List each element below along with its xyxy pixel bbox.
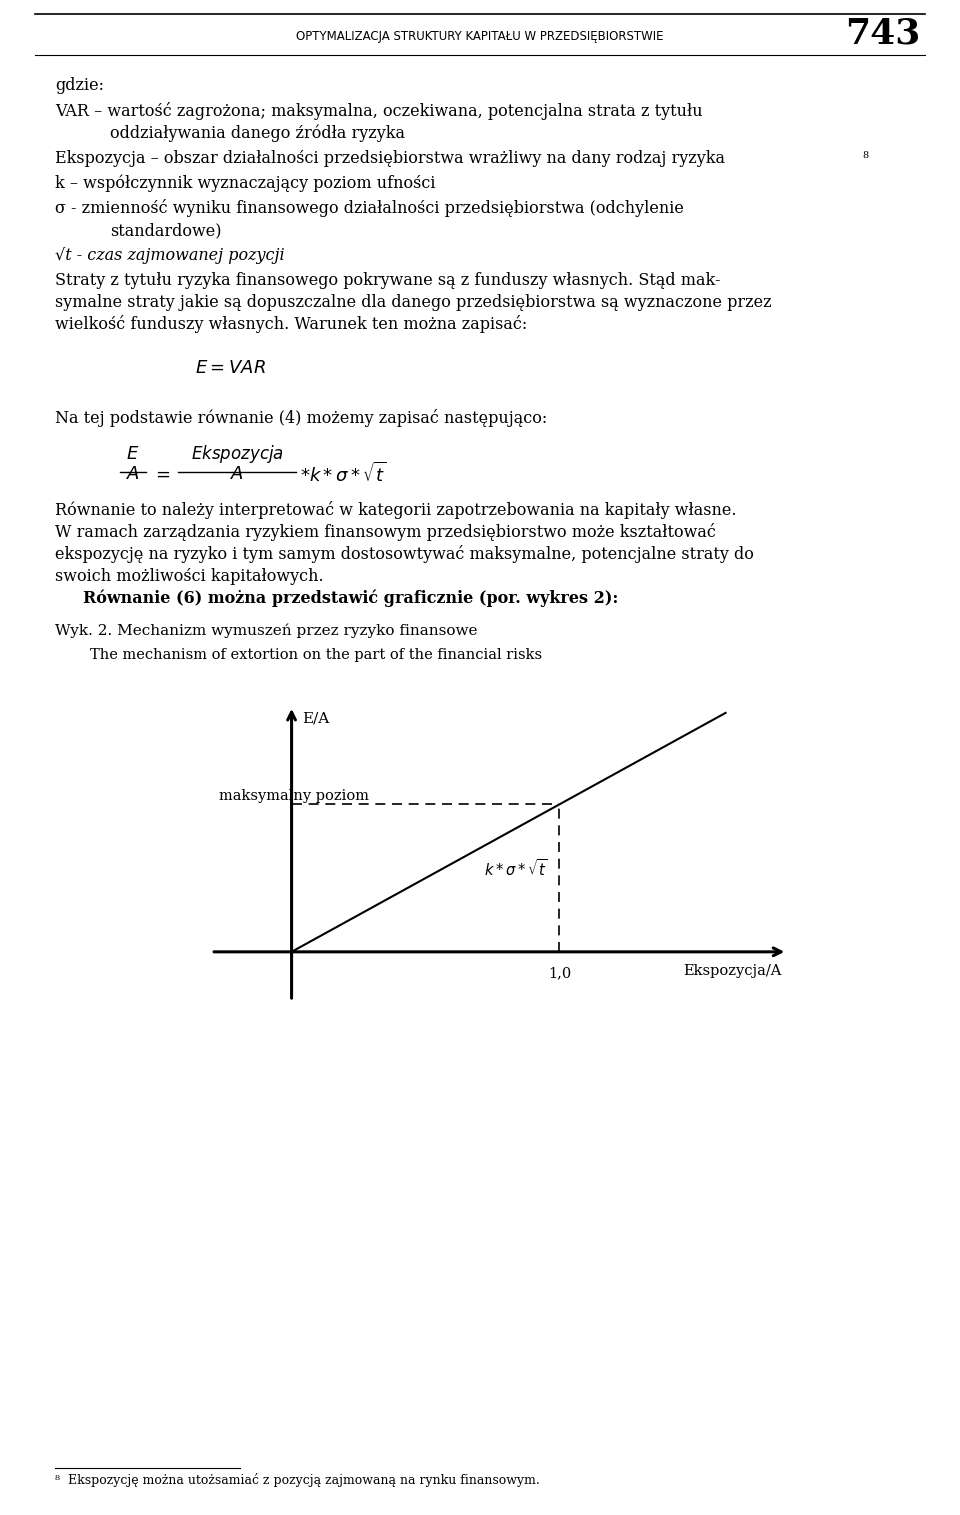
Text: ⁸  Ekspozycję można utożsamiać z pozycją zajmowaną na rynku finansowym.: ⁸ Ekspozycję można utożsamiać z pozycją … [55, 1473, 540, 1488]
Text: Na tej podstawie równanie (4) możemy zapisać następująco:: Na tej podstawie równanie (4) możemy zap… [55, 409, 547, 427]
Text: $E$: $E$ [127, 445, 139, 464]
Text: 1,0: 1,0 [548, 967, 571, 980]
Text: Ekspozycja – obszar działalności przedsiębiorstwa wrażliwy na dany rodzaj ryzyka: Ekspozycja – obszar działalności przedsi… [55, 150, 725, 167]
Text: σ - zmienność wyniku finansowego działalności przedsiębiorstwa (odchylenie: σ - zmienność wyniku finansowego działal… [55, 198, 684, 217]
Text: swoich możliwości kapitałowych.: swoich możliwości kapitałowych. [55, 568, 324, 585]
Text: √t - czas zajmowanej pozycji: √t - czas zajmowanej pozycji [55, 247, 284, 264]
Text: OPTYMALIZACJA STRUKTURY KAPITAŁU W PRZEDSIĘBIORSTWIE: OPTYMALIZACJA STRUKTURY KAPITAŁU W PRZED… [297, 30, 663, 42]
Text: $A$: $A$ [126, 465, 140, 483]
Text: Ekspozycja/A: Ekspozycja/A [684, 965, 781, 979]
Text: symalne straty jakie są dopuszczalne dla danego przedsiębiorstwa są wyznaczone p: symalne straty jakie są dopuszczalne dla… [55, 294, 772, 311]
Text: W ramach zarządzania ryzykiem finansowym przedsiębiorstwo może kształtować: W ramach zarządzania ryzykiem finansowym… [55, 523, 716, 541]
Text: 743: 743 [845, 17, 920, 50]
Text: $* k * \sigma * \sqrt{t}$: $* k * \sigma * \sqrt{t}$ [300, 462, 387, 486]
Text: $A$: $A$ [230, 465, 244, 483]
Text: E/A: E/A [302, 712, 329, 726]
Text: wielkość funduszy własnych. Warunek ten można zapisać:: wielkość funduszy własnych. Warunek ten … [55, 315, 527, 333]
Text: k – współczynnik wyznaczający poziom ufności: k – współczynnik wyznaczający poziom ufn… [55, 174, 436, 192]
Text: $E = VAR$: $E = VAR$ [195, 359, 266, 377]
Text: VAR – wartość zagrożona; maksymalna, oczekiwana, potencjalna strata z tytułu: VAR – wartość zagrożona; maksymalna, ocz… [55, 102, 703, 120]
Text: $k * \sigma * \sqrt{t}$: $k * \sigma * \sqrt{t}$ [485, 857, 548, 879]
Text: Równanie (6) można przedstawić graficznie (por. wykres 2):: Równanie (6) można przedstawić graficzni… [83, 589, 618, 608]
Text: $Ekspozycja$: $Ekspozycja$ [190, 442, 283, 465]
Text: Straty z tytułu ryzyka finansowego pokrywane są z funduszy własnych. Stąd mak-: Straty z tytułu ryzyka finansowego pokry… [55, 273, 721, 289]
Text: maksymalny poziom: maksymalny poziom [219, 789, 370, 803]
Text: gdzie:: gdzie: [55, 77, 104, 94]
Text: $=$: $=$ [152, 465, 171, 483]
Text: ekspozycję na ryzyko i tym samym dostosowtywać maksymalne, potencjalne straty do: ekspozycję na ryzyko i tym samym dostoso… [55, 545, 754, 564]
Text: oddziaływania danego źródła ryzyka: oddziaływania danego źródła ryzyka [110, 124, 405, 142]
Text: Wyk. 2. Mechanizm wymuszeń przez ryzyko finansowe: Wyk. 2. Mechanizm wymuszeń przez ryzyko … [55, 624, 477, 638]
Text: The mechanism of extortion on the part of the financial risks: The mechanism of extortion on the part o… [90, 648, 542, 662]
Text: 8: 8 [862, 152, 868, 161]
Text: Równanie to należy interpretować w kategorii zapotrzebowania na kapitały własne.: Równanie to należy interpretować w kateg… [55, 501, 736, 520]
Text: standardowe): standardowe) [110, 223, 222, 239]
